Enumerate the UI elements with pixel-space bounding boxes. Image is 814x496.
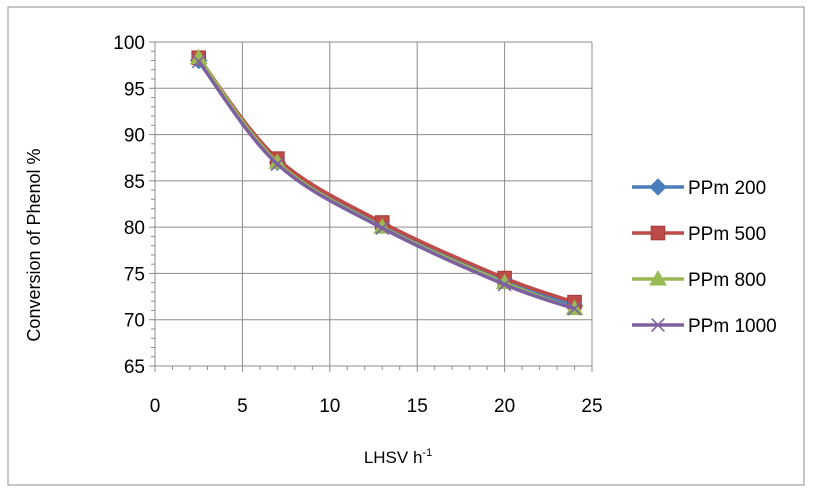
- legend: PPm 200 PPm 500 PPm 800 PPm 1000: [632, 178, 777, 337]
- x-tick-label: 20: [494, 396, 515, 417]
- series-ppm-1000: [191, 54, 582, 316]
- cross-marker-stroke: [497, 277, 512, 292]
- axis-layer: 65 70 75 80 85 90 95 100 0 5 10 15 20 25: [113, 33, 602, 417]
- cross-marker-stroke: [191, 54, 206, 69]
- diamond-marker: [649, 178, 667, 196]
- y-tick-label: 85: [124, 172, 145, 193]
- series-layer: [189, 48, 584, 316]
- x-tick-label: 15: [407, 396, 428, 417]
- x-tick-label: 5: [237, 396, 248, 417]
- x-tick-label: 25: [581, 396, 602, 417]
- grid-layer: [155, 41, 593, 366]
- legend-item: PPm 800: [632, 269, 766, 291]
- cross-marker-stroke: [651, 318, 665, 332]
- legend-label: PPm 800: [688, 270, 766, 291]
- triangle-marker: [649, 269, 667, 286]
- legend-item: PPm 500: [632, 224, 766, 245]
- cross-marker-stroke: [270, 157, 285, 172]
- legend-label: PPm 200: [688, 178, 766, 199]
- y-tick-label: 75: [124, 264, 145, 285]
- legend-label: PPm 1000: [688, 316, 777, 337]
- legend-item: PPm 1000: [632, 316, 777, 337]
- y-tick-label: 80: [124, 218, 145, 239]
- x-axis-label-main: LHSV h: [364, 448, 423, 467]
- cross-marker-stroke: [375, 221, 390, 236]
- x-tick-label: 10: [319, 396, 340, 417]
- legend-label: PPm 500: [688, 224, 766, 245]
- y-axis-label: Conversion of Phenol %: [24, 148, 44, 341]
- x-tick-label: 0: [150, 396, 161, 417]
- chart-border: [7, 6, 805, 486]
- y-tick-label: 95: [124, 79, 145, 100]
- x-axis-label-superscript: -1: [422, 447, 432, 459]
- square-marker: [650, 225, 666, 241]
- series-line: [197, 60, 576, 311]
- cross-marker-stroke: [567, 301, 582, 316]
- y-tick-label: 90: [124, 126, 145, 147]
- y-tick-label: 70: [124, 311, 145, 332]
- legend-item: PPm 200: [632, 178, 766, 199]
- y-tick-label: 100: [113, 33, 145, 54]
- x-axis-label: LHSV h-1: [364, 447, 432, 467]
- y-tick-label: 65: [124, 357, 145, 378]
